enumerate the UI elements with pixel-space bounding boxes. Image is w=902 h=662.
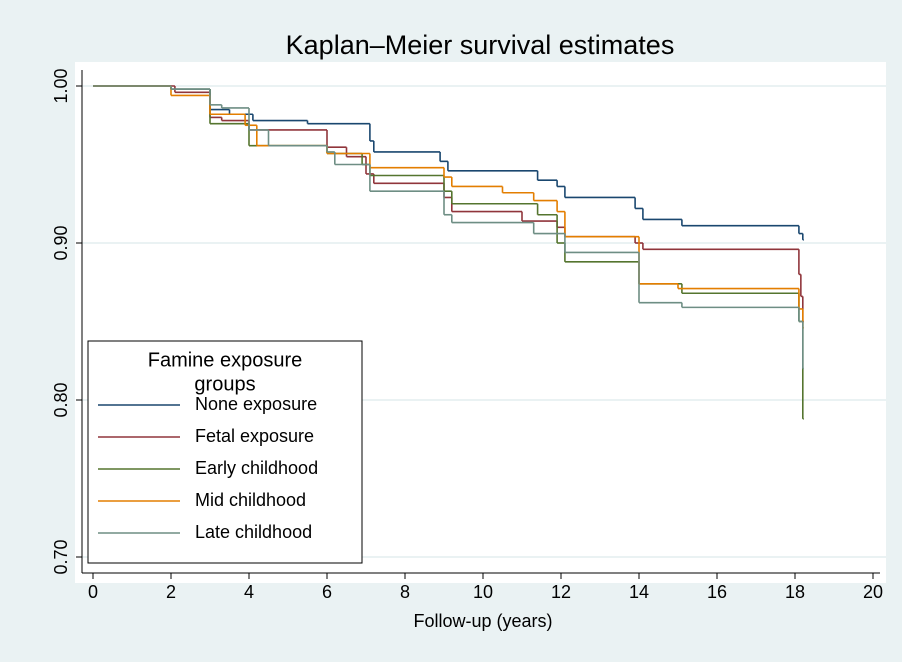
x-tick-label: 0 [88, 582, 98, 602]
legend-label: Fetal exposure [195, 426, 314, 446]
legend-label: Early childhood [195, 458, 318, 478]
x-tick-label: 8 [400, 582, 410, 602]
y-tick-label: 0.90 [51, 225, 71, 260]
y-tick-label: 0.80 [51, 382, 71, 417]
x-axis-label: Follow-up (years) [413, 611, 552, 631]
x-tick-label: 16 [707, 582, 727, 602]
chart-title: Kaplan–Meier survival estimates [286, 30, 675, 60]
legend-label: None exposure [195, 394, 317, 414]
x-tick-label: 10 [473, 582, 493, 602]
x-tick-label: 12 [551, 582, 571, 602]
legend-title: Famine exposure [148, 349, 303, 371]
legend-title: groups [194, 373, 255, 395]
x-tick-label: 6 [322, 582, 332, 602]
x-tick-label: 18 [785, 582, 805, 602]
x-tick-label: 20 [863, 582, 883, 602]
y-tick-label: 0.70 [51, 539, 71, 574]
series-lines [93, 85, 804, 420]
x-tick-label: 14 [629, 582, 649, 602]
x-tick-label: 4 [244, 582, 254, 602]
axes: 0.70 0.80 0.90 1.00 0 2 4 6 8 10 12 14 16 18 20 [51, 68, 883, 601]
x-tick-label: 2 [166, 582, 176, 602]
y-tick-label: 1.00 [51, 68, 71, 103]
legend-label: Late childhood [195, 522, 312, 542]
legend-label: Mid childhood [195, 490, 306, 510]
legend-box [87, 340, 363, 564]
